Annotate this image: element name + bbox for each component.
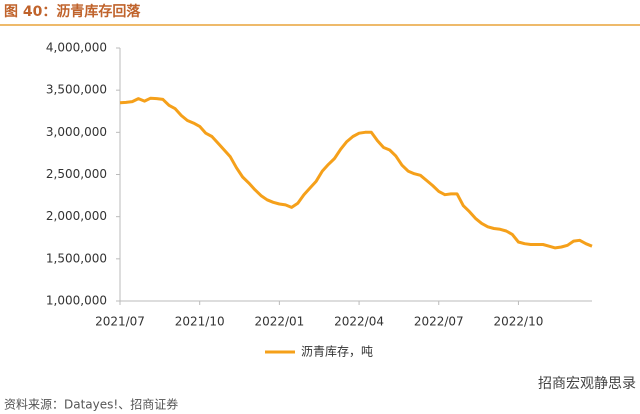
source-note: 资料来源：Datayes!、招商证券 <box>4 397 178 412</box>
x-tick-label: 2022/07 <box>414 315 464 329</box>
y-tick-label: 2,500,000 <box>46 167 107 181</box>
chart-title: 图 40：沥青库存回落 <box>4 3 141 20</box>
x-tick-label: 2022/01 <box>254 315 304 329</box>
y-tick-label: 2,000,000 <box>46 209 107 223</box>
series-line <box>119 96 593 250</box>
legend-label: 沥青库存，吨 <box>301 344 373 359</box>
x-tick-label: 2021/10 <box>175 315 225 329</box>
y-tick-label: 4,000,000 <box>46 41 107 55</box>
watermark: 招商宏观静思录 <box>538 376 636 392</box>
y-tick-label: 1,000,000 <box>46 294 107 308</box>
x-tick-label: 2021/07 <box>95 315 145 329</box>
x-tick-label: 2022/04 <box>334 315 384 329</box>
y-tick-label: 1,500,000 <box>46 251 107 265</box>
y-tick-label: 3,500,000 <box>46 83 107 97</box>
x-tick-label: 2022/10 <box>494 315 544 329</box>
y-tick-label: 3,000,000 <box>46 125 107 139</box>
